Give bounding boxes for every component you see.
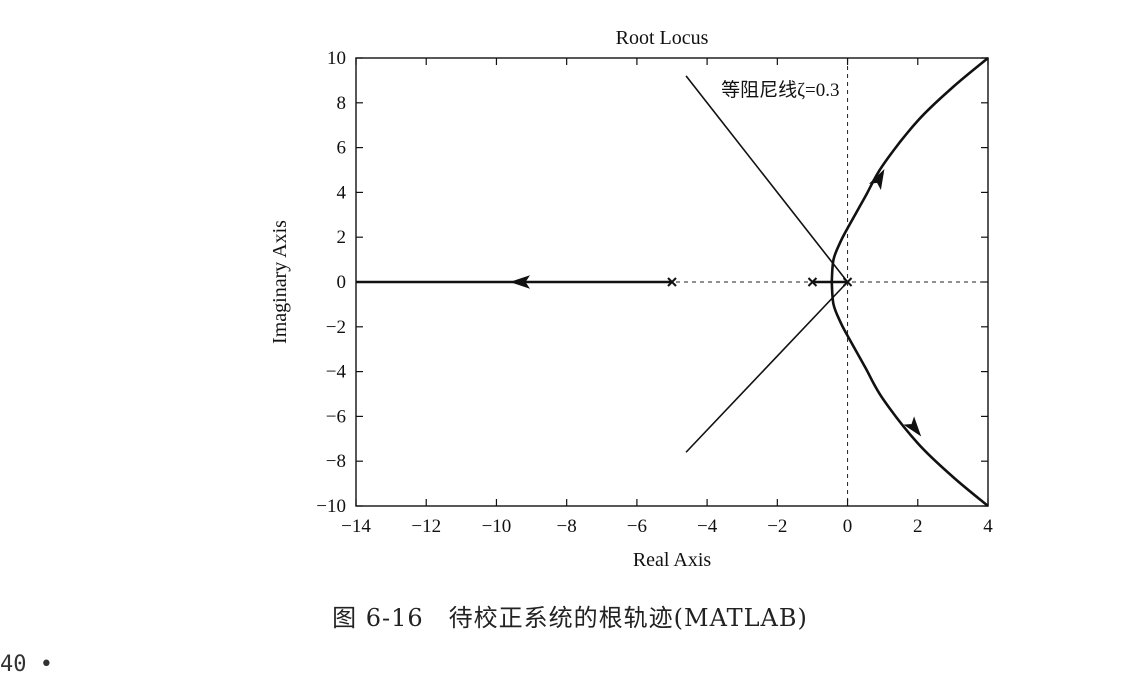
y-tick-label: −10 [316,496,346,517]
y-tick-label: −2 [326,317,346,338]
x-tick-label: 0 [843,516,853,537]
series-locus-upper [830,56,989,283]
root-locus-plot: −14 −12 −10 −8 −6 −4 −2 0 2 4 −10 −8 −6 −4 −2 0 2 4 6 8 10 Ro… [269,27,993,571]
x-tick-label: −2 [767,516,787,537]
y-tick-label: −6 [326,406,346,427]
direction-arrow [868,169,885,191]
x-tick-label: −10 [482,516,512,537]
y-tick-label: 10 [327,48,346,69]
x-tick-label: −6 [627,516,647,537]
pole-marker [842,277,853,287]
x-tick-label: −4 [697,516,718,537]
damping-line-annotation: 等阻尼线ζ=0.3 [721,79,839,101]
x-tick-label: −8 [557,516,577,537]
x-tick-label: 4 [983,516,993,537]
pole-marker [667,277,677,287]
pole-marker [807,277,818,287]
x-tick-label: 2 [913,516,923,537]
figure-caption: 图 6-16 待校正系统的根轨迹(MATLAB) [332,604,808,632]
y-tick-label: 8 [337,93,347,114]
y-tick-label: 0 [337,272,347,293]
y-tick-label: −4 [326,362,347,383]
chart-title: Root Locus [616,27,709,49]
x-tick-label: −14 [341,516,371,537]
y-axis-label: Imaginary Axis [269,220,291,344]
series-damping-line-upper [685,75,849,283]
y-tick-label: 4 [337,182,347,203]
x-tick-label: −12 [411,516,441,537]
y-tick-label: 2 [337,227,347,248]
series-damping-line-lower [685,281,849,453]
x-axis-label: Real Axis [633,549,712,571]
y-tick-label: 6 [337,138,347,159]
direction-arrow [903,416,922,437]
direction-arrow [509,275,531,289]
page-number: 40 • [0,652,53,677]
y-tick-label: −8 [326,451,346,472]
series-locus-lower [830,281,989,508]
